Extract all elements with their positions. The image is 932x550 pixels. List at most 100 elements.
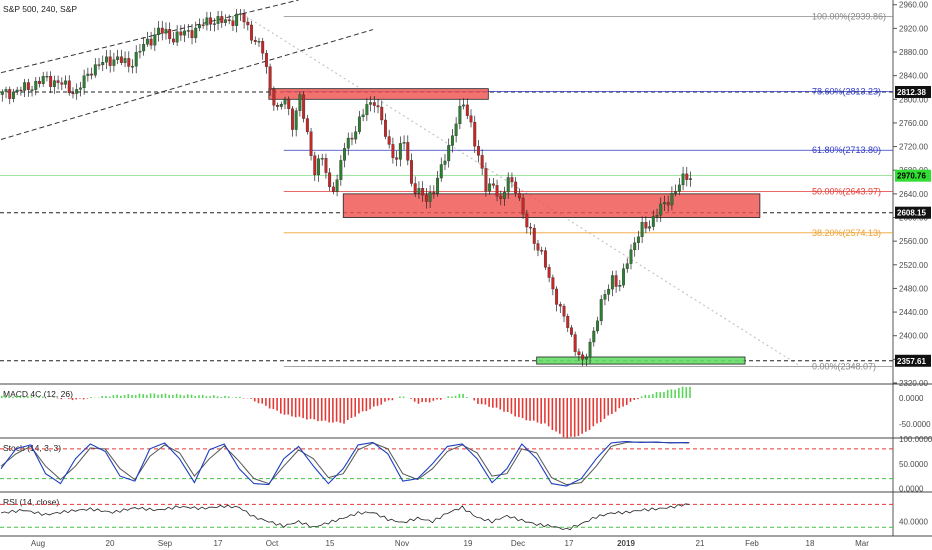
macd-bar	[380, 398, 383, 405]
candle	[64, 80, 67, 85]
price-badge	[895, 354, 931, 367]
macd-bar	[629, 398, 632, 402]
candle	[651, 216, 655, 227]
candle	[45, 75, 49, 78]
macd-bar	[15, 395, 18, 398]
macd-bar	[477, 398, 479, 404]
candle	[432, 192, 436, 194]
candle	[131, 66, 134, 68]
macd-bar	[194, 395, 197, 398]
macd-bar	[12, 396, 14, 398]
y-tick-label: 2720.00	[899, 143, 928, 152]
macd-bar	[168, 394, 170, 398]
macd-bar	[436, 398, 438, 400]
x-tick-label: 18	[806, 539, 815, 548]
candle	[112, 59, 116, 66]
macd-bar	[499, 398, 502, 410]
candle	[648, 226, 652, 229]
macd-bar	[149, 393, 152, 398]
candle	[443, 160, 447, 165]
candle	[205, 17, 209, 26]
candle	[220, 16, 224, 23]
y-tick-label: 2760.00	[899, 119, 928, 128]
y-tick-label: 2400.00	[899, 332, 928, 341]
candle	[8, 89, 12, 99]
macd-bar	[551, 398, 554, 430]
candle	[666, 202, 670, 206]
price-badge-label: 2812.38	[897, 88, 926, 97]
candle	[607, 288, 611, 295]
candle	[116, 56, 120, 60]
candle	[458, 105, 462, 125]
candle	[454, 123, 458, 136]
macd-title: MACD 4C (12, 26)	[3, 389, 73, 399]
candle	[555, 288, 559, 305]
macd-bar	[480, 398, 483, 405]
y-tick-label: 2320.00	[899, 379, 928, 388]
candle	[361, 114, 365, 118]
candle	[183, 30, 187, 36]
candle	[49, 75, 53, 87]
macd-bar	[346, 398, 349, 421]
macd-bar	[391, 398, 394, 401]
macd-bar	[618, 398, 621, 409]
macd-bar	[384, 398, 386, 402]
candle	[495, 185, 499, 197]
macd-bar	[659, 392, 662, 398]
candle	[34, 80, 38, 90]
stoch-y-tick-label: 100.0000	[899, 435, 932, 444]
candle	[462, 104, 466, 107]
macd-bar	[138, 393, 141, 398]
macd-bar	[592, 398, 595, 427]
candle	[101, 62, 105, 66]
candle	[108, 56, 112, 66]
mid-zone	[342, 193, 761, 218]
macd-bar	[506, 398, 509, 413]
low-support-zone	[536, 356, 746, 365]
macd-bar	[354, 398, 356, 417]
candle	[551, 277, 555, 290]
macd-bar	[689, 386, 691, 398]
macd-bar	[607, 398, 609, 416]
macd-bar	[484, 398, 487, 405]
candle	[599, 299, 603, 322]
macd-y-tick-label: 0.0000	[899, 394, 924, 403]
candle	[324, 158, 328, 173]
candle	[484, 168, 488, 192]
candle	[406, 142, 410, 161]
candle	[473, 121, 477, 147]
candle	[685, 173, 689, 180]
macd-bar	[175, 393, 178, 398]
rsi-y-tick-label: 40.0000	[899, 518, 928, 527]
candle	[171, 38, 175, 43]
macd-bar	[209, 396, 211, 398]
macd-bar	[302, 398, 304, 419]
candle	[264, 53, 268, 67]
macd-bar	[555, 398, 557, 432]
macd-bar	[566, 398, 569, 439]
macd-bar	[466, 396, 468, 398]
price-badge-label: 2970.76	[897, 172, 926, 181]
macd-bar	[577, 398, 580, 437]
macd-bar	[153, 393, 156, 398]
macd-bar	[350, 398, 353, 418]
macd-bar	[38, 396, 40, 398]
candle	[67, 80, 71, 94]
macd-bar	[261, 398, 263, 404]
fib-trend-line	[246, 16, 802, 367]
candle	[164, 29, 168, 34]
candle	[302, 94, 306, 119]
x-tick-label: 19	[464, 539, 473, 548]
candle	[246, 21, 250, 26]
candle	[257, 41, 261, 43]
macd-bar	[216, 396, 219, 398]
candle	[562, 305, 566, 317]
candle	[506, 177, 510, 193]
candle	[588, 341, 592, 358]
candle	[365, 104, 369, 116]
y-tick-label: 2960.00	[899, 1, 928, 10]
candle	[149, 38, 153, 46]
macd-bar	[603, 398, 606, 419]
macd-bar	[239, 396, 241, 398]
